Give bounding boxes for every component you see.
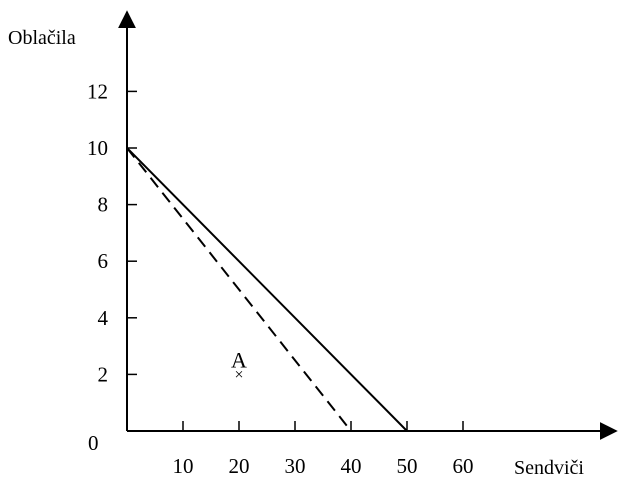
x-axis-label: Sendviči [514, 457, 584, 479]
y-tick-label: 12 [87, 79, 108, 103]
point-marker: × [234, 366, 243, 383]
y-tick-label: 6 [98, 249, 109, 273]
annotation-layer: ×A [231, 347, 247, 383]
x-tick-label: 50 [397, 454, 418, 478]
y-axis-label: Oblačila [8, 27, 76, 49]
y-tick-label: 4 [98, 306, 109, 330]
x-ticks: 10 20 30 40 50 60 [173, 421, 474, 478]
origin-label: 0 [88, 431, 99, 455]
x-tick-label: 60 [453, 454, 474, 478]
x-tick-label: 20 [229, 454, 250, 478]
series-layer [126, 147, 408, 432]
solid-line-series [126, 147, 408, 432]
x-tick-label: 10 [173, 454, 194, 478]
point-label: A [231, 347, 247, 372]
y-tick-label: 10 [87, 136, 108, 160]
y-tick-label: 2 [98, 362, 109, 386]
x-tick-label: 40 [341, 454, 362, 478]
y-tick-label: 8 [98, 193, 109, 217]
dashed-line-series [126, 147, 352, 432]
x-tick-label: 30 [285, 454, 306, 478]
y-ticks: 2 4 6 8 10 12 [87, 79, 137, 386]
